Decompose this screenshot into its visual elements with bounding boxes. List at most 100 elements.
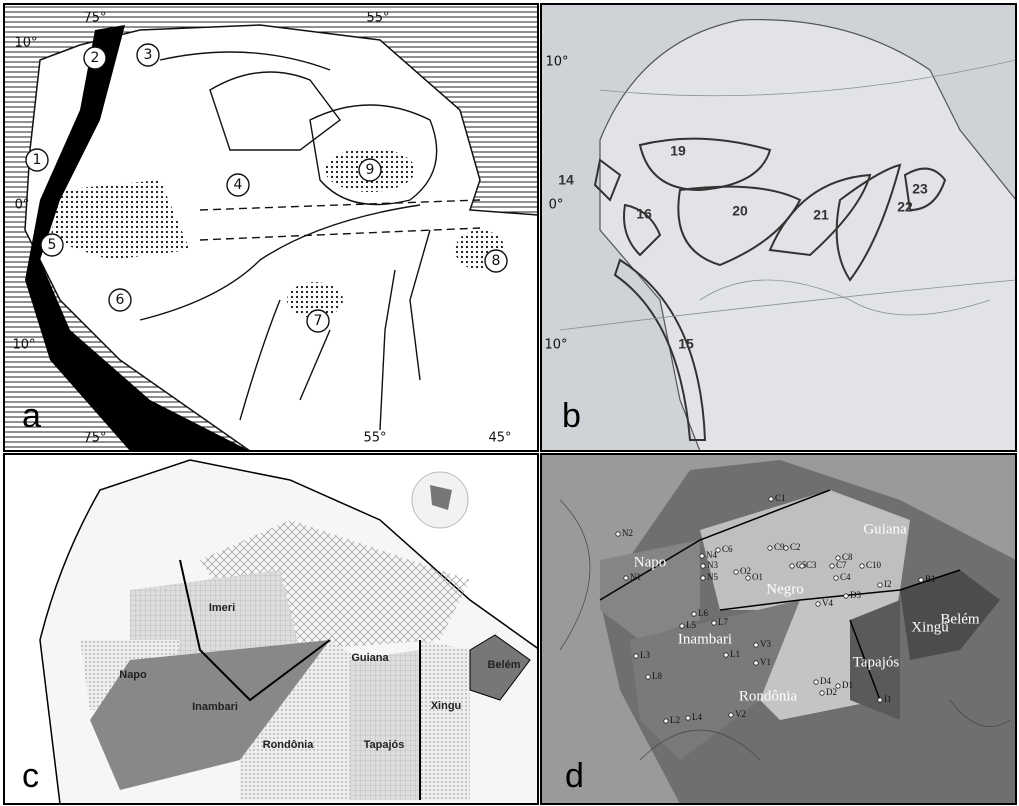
site-code: L3 xyxy=(640,650,650,660)
site-code: L7 xyxy=(718,617,728,627)
region-number: 8 xyxy=(492,253,501,269)
site-code: O2 xyxy=(740,566,751,576)
site-code: N4 xyxy=(706,550,717,560)
site-code: L2 xyxy=(670,715,680,725)
site-marker xyxy=(844,594,848,598)
site-marker xyxy=(784,546,788,550)
site-code: C10 xyxy=(866,560,882,570)
region-name: Inambari xyxy=(192,701,238,713)
site-marker xyxy=(800,564,804,568)
site-marker xyxy=(634,654,638,658)
region-name: Imeri xyxy=(209,602,235,614)
site-code: D4 xyxy=(820,676,831,686)
region-name: Napo xyxy=(634,554,667,570)
region-number: 5 xyxy=(48,237,57,253)
site-code: L6 xyxy=(698,608,708,618)
region-number: 15 xyxy=(678,336,694,352)
site-marker xyxy=(701,576,705,580)
site-code: C9 xyxy=(774,542,785,552)
site-marker xyxy=(830,564,834,568)
site-marker xyxy=(686,716,690,720)
site-marker xyxy=(790,564,794,568)
region-name: Belém xyxy=(487,659,520,671)
site-marker xyxy=(646,675,650,679)
site-marker xyxy=(820,691,824,695)
site-code: V2 xyxy=(735,709,746,719)
region-number: 21 xyxy=(813,207,829,223)
panel-c-map xyxy=(4,454,540,804)
region-name: Xingu xyxy=(431,700,462,712)
coordinate-label: 0° xyxy=(15,198,30,213)
region-number: 1 xyxy=(33,152,42,168)
site-marker xyxy=(754,661,758,665)
region-name: Tapajós xyxy=(364,739,405,751)
site-code: C3 xyxy=(806,560,817,570)
region-number: 14 xyxy=(558,172,574,188)
site-marker xyxy=(878,583,882,587)
site-code: L1 xyxy=(730,649,740,659)
region-number: 6 xyxy=(116,292,125,308)
site-code: N5 xyxy=(707,572,718,582)
panel-label: b xyxy=(562,397,581,435)
site-marker xyxy=(680,624,684,628)
coordinate-label: 75° xyxy=(83,431,106,446)
region-number: 7 xyxy=(314,313,323,329)
coordinate-label: 0° xyxy=(549,198,564,213)
site-marker xyxy=(768,546,772,550)
region-name: Xingú xyxy=(911,619,949,635)
coordinate-label: 10° xyxy=(12,338,35,353)
region-name: Inambari xyxy=(678,631,732,647)
region-number: 20 xyxy=(732,203,748,219)
site-marker xyxy=(834,576,838,580)
site-code: N2 xyxy=(622,528,633,538)
site-code: N1 xyxy=(630,572,641,582)
site-code: O1 xyxy=(752,572,763,582)
site-marker xyxy=(860,564,864,568)
site-code: C7 xyxy=(836,560,847,570)
site-code: D2 xyxy=(826,687,837,697)
site-code: V3 xyxy=(760,639,771,649)
site-marker xyxy=(754,643,758,647)
region-number: 23 xyxy=(912,181,928,197)
panel-b-map xyxy=(541,4,1016,451)
site-code: I1 xyxy=(884,694,892,704)
site-code: C1 xyxy=(775,493,786,503)
site-marker xyxy=(919,578,923,582)
site-code: D3 xyxy=(850,590,861,600)
region-name: Rondônia xyxy=(263,739,315,751)
site-marker xyxy=(836,684,840,688)
region-number: 19 xyxy=(670,143,686,159)
panel-label: a xyxy=(22,397,41,435)
region-name: Negro xyxy=(766,581,804,597)
figure: 75°55°10°0°10°75°55°45°123456789a10°0°10… xyxy=(0,0,1019,806)
panel-a-map xyxy=(4,4,538,451)
site-code: N3 xyxy=(707,560,718,570)
site-marker xyxy=(724,653,728,657)
site-marker xyxy=(716,548,720,552)
region-number: 22 xyxy=(897,199,913,215)
region-name: Guiana xyxy=(351,652,389,664)
coordinate-label: 10° xyxy=(544,338,567,353)
coordinate-label: 45° xyxy=(488,431,511,446)
coordinate-label: 55° xyxy=(366,11,389,26)
panel-label: d xyxy=(565,757,584,795)
region-number: 3 xyxy=(144,47,153,63)
region-name: Guiana xyxy=(863,521,907,537)
site-code: I2 xyxy=(884,579,892,589)
site-code: C2 xyxy=(790,542,801,552)
coordinate-label: 75° xyxy=(83,11,106,26)
site-code: V1 xyxy=(760,657,771,667)
region-number: 2 xyxy=(91,50,100,66)
site-marker xyxy=(692,612,696,616)
panel-label: c xyxy=(22,757,39,795)
region-name: Rondônia xyxy=(739,688,798,704)
site-marker xyxy=(624,576,628,580)
region-name: Napo xyxy=(119,669,147,681)
site-marker xyxy=(878,698,882,702)
site-marker xyxy=(746,576,750,580)
coordinate-label: 55° xyxy=(363,431,386,446)
site-code: B1 xyxy=(925,574,936,584)
site-code: L5 xyxy=(686,620,696,630)
coordinate-label: 10° xyxy=(14,36,37,51)
site-code: C6 xyxy=(722,544,733,554)
